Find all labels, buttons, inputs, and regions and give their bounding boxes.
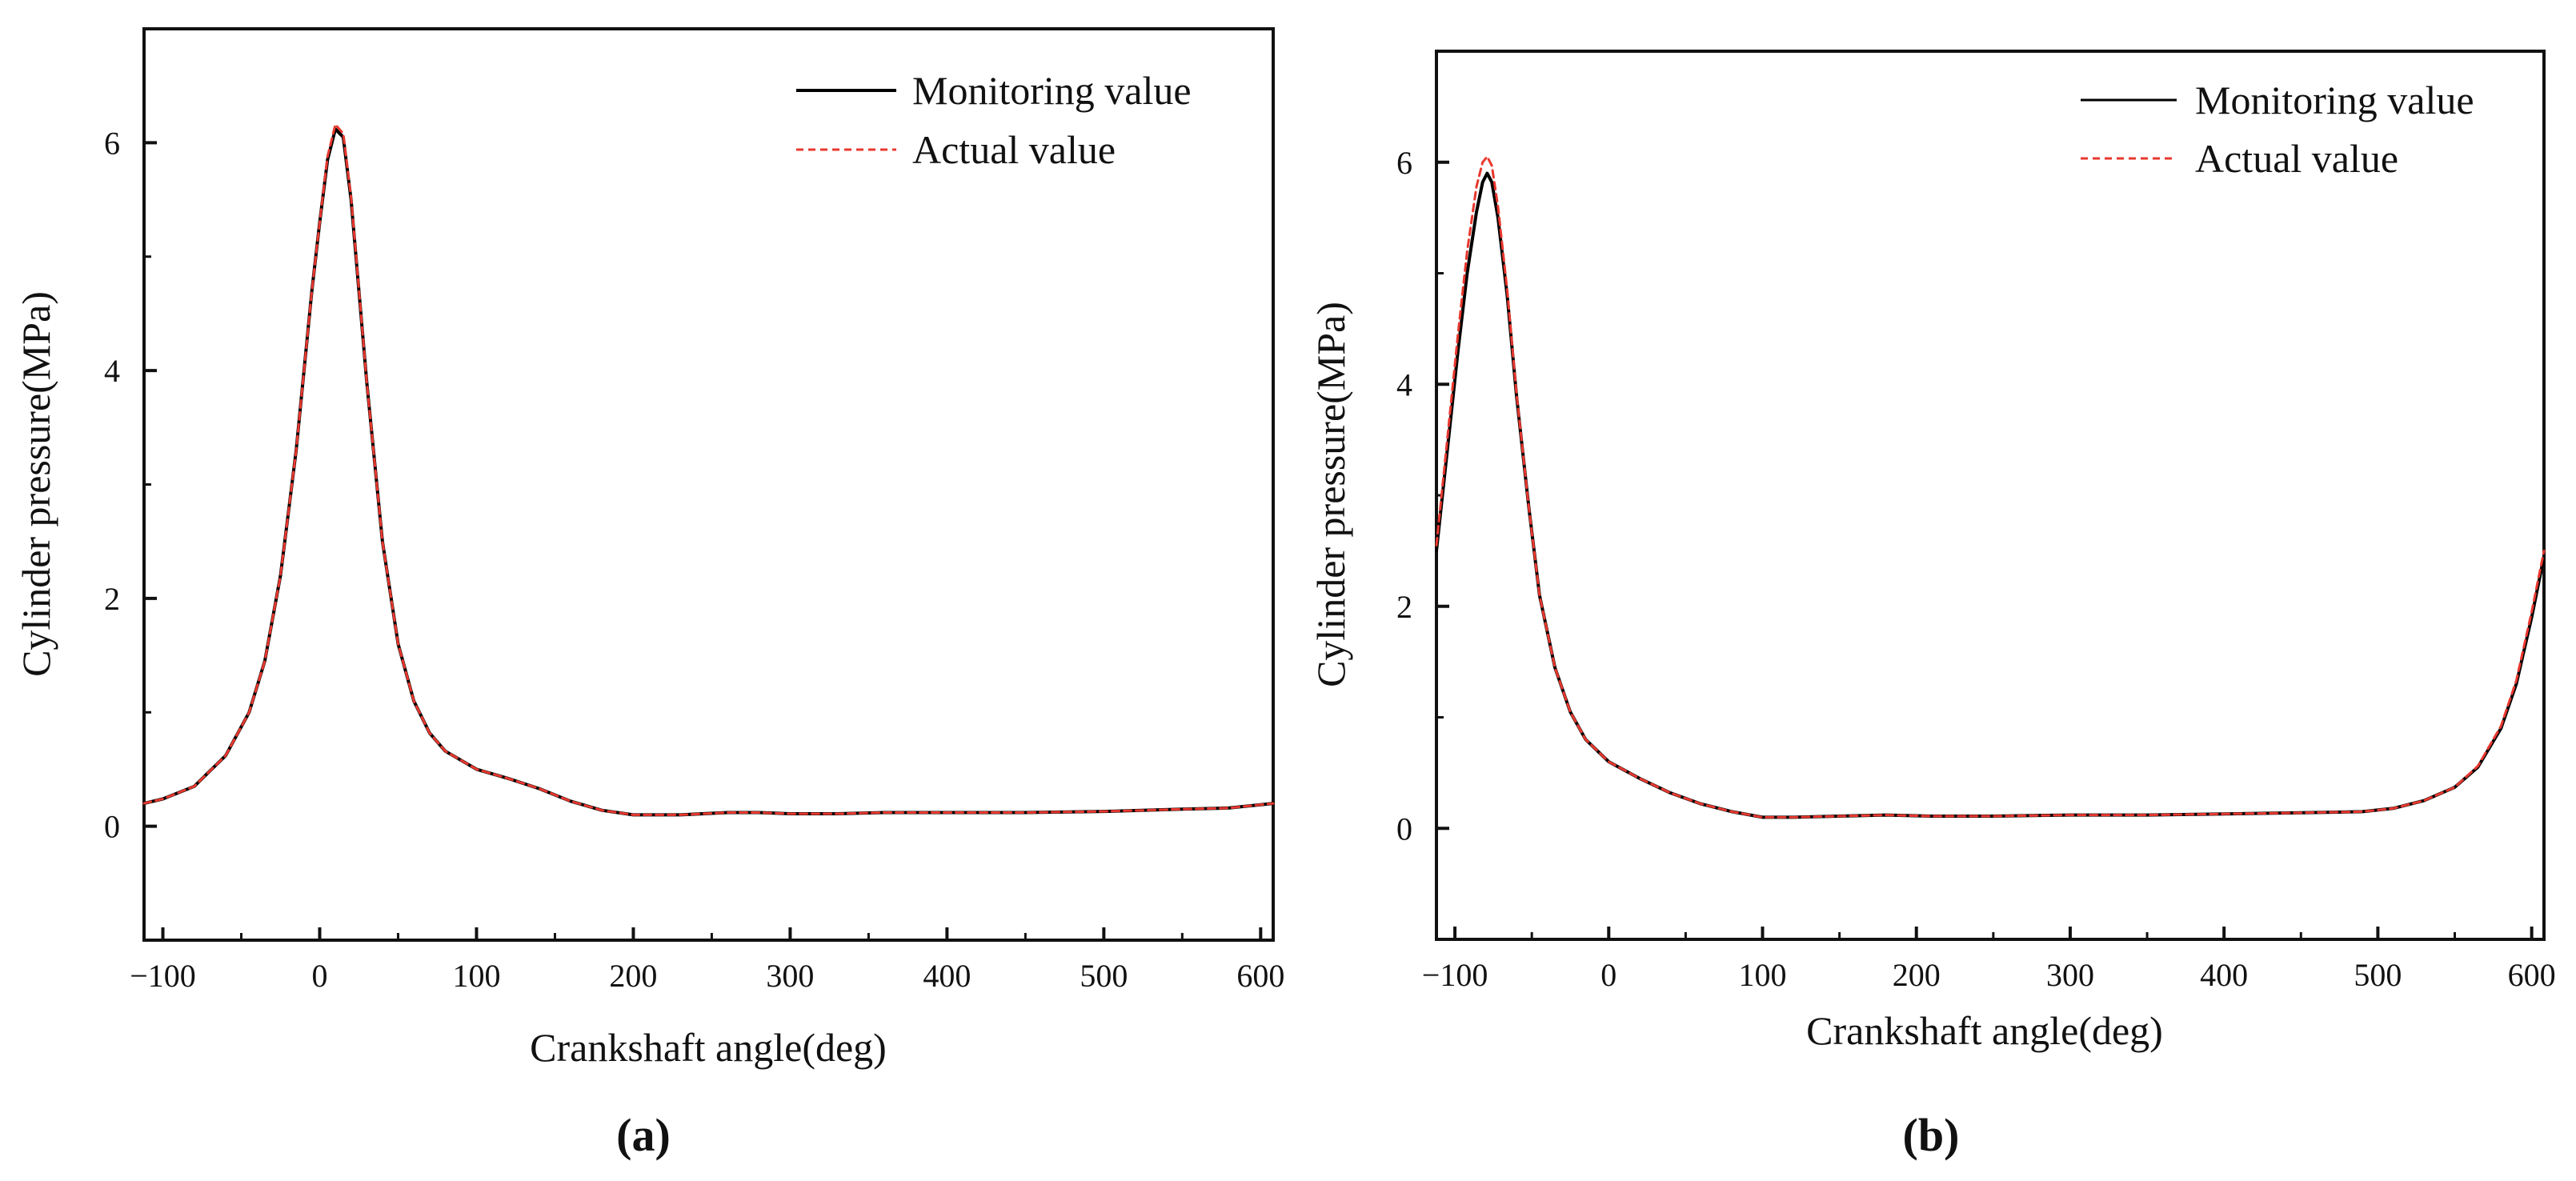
y-tick-label: 0 — [104, 809, 120, 845]
plot-frame — [1435, 50, 2546, 941]
x-tick-label: −100 — [1422, 957, 1488, 993]
legend-label-actual: Actual value — [2195, 136, 2398, 181]
chart-panel-a: −100 0 100 200 300 400 500 600 0 2 4 6 Monitoring … — [14, 27, 1284, 1161]
legend-label-actual: Actual value — [912, 127, 1116, 172]
legend: Monitoring value Actual value — [2081, 78, 2474, 181]
x-tick-label: 200 — [1893, 957, 1941, 993]
x-axis-title: Crankshaft angle(deg) — [530, 1025, 887, 1070]
x-tick-label: 0 — [1600, 957, 1617, 993]
legend-label-monitoring: Monitoring value — [912, 68, 1192, 113]
y-tick-label: 4 — [1396, 366, 1412, 402]
y-axis-ticks: 0 2 4 6 — [1396, 145, 1449, 941]
series-line-actual — [142, 123, 1275, 816]
series-line-monitoring — [1435, 171, 2546, 819]
series-line-actual — [1435, 155, 2546, 819]
x-tick-label: 0 — [311, 958, 327, 994]
x-tick-label: 500 — [1080, 958, 1128, 994]
x-axis-title: Crankshaft angle(deg) — [1806, 1008, 2163, 1053]
x-axis-ticks: −100 0 100 200 300 400 500 600 — [130, 927, 1284, 994]
y-axis-title: Cylinder pressure(MPa) — [14, 291, 58, 677]
series-line-monitoring — [142, 127, 1275, 817]
y-tick-label: 2 — [104, 581, 120, 617]
y-tick-label: 2 — [1396, 589, 1412, 625]
chart-panel-b: −100 0 100 200 300 400 500 600 0 2 4 6 Monitoring … — [1308, 50, 2556, 1161]
x-tick-label: −100 — [130, 958, 196, 994]
y-tick-label: 6 — [104, 125, 120, 161]
y-tick-label: 0 — [1396, 811, 1412, 847]
y-axis-title: Cylinder pressure(MPa) — [1308, 302, 1353, 687]
panel-label-a: (a) — [616, 1109, 671, 1161]
y-axis-ticks: 0 2 4 6 — [104, 125, 157, 942]
legend: Monitoring value Actual value — [796, 68, 1192, 172]
x-tick-label: 100 — [1739, 957, 1787, 993]
x-tick-label: 300 — [766, 958, 814, 994]
x-tick-label: 200 — [609, 958, 657, 994]
x-tick-label: 300 — [2046, 957, 2094, 993]
y-tick-label: 6 — [1396, 145, 1412, 181]
x-axis-ticks: −100 0 100 200 300 400 500 600 — [1422, 927, 2556, 993]
legend-label-monitoring: Monitoring value — [2195, 78, 2474, 122]
x-tick-label: 600 — [1236, 958, 1284, 994]
panel-label-b: (b) — [1903, 1109, 1960, 1161]
series-layer — [1435, 155, 2546, 819]
series-layer — [142, 123, 1275, 817]
x-tick-label: 400 — [2200, 957, 2248, 993]
x-tick-label: 600 — [2508, 957, 2556, 993]
y-tick-label: 4 — [104, 353, 120, 389]
x-tick-label: 500 — [2354, 957, 2402, 993]
x-tick-label: 100 — [452, 958, 500, 994]
x-tick-label: 400 — [923, 958, 971, 994]
